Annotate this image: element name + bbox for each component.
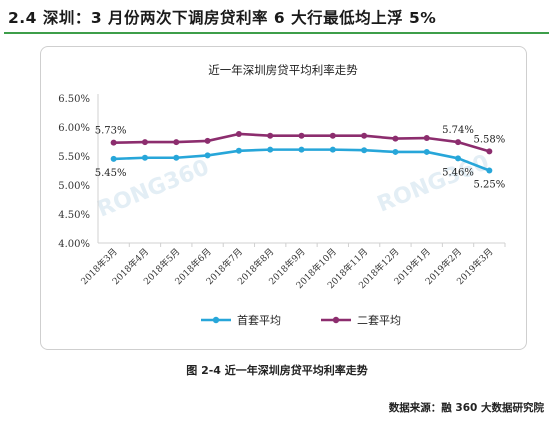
data-label: 5.45% [95,168,127,179]
data-point [235,147,242,154]
data-point [392,148,399,155]
legend-swatch-marker [332,316,340,324]
legend-label: 二套平均 [357,314,401,327]
series-2: 5.73% 5.74%5.58% [95,125,505,155]
chart-legend: 首套平均 二套平均 [201,313,401,327]
chart-plot-area: 5.45% 5.46% 5.25% 5.73% 5.74%5.58% [95,125,505,190]
data-point [204,137,211,144]
data-point [173,139,180,146]
data-point [141,139,148,146]
section-heading: 2.4 深圳：3 月份两次下调房贷利率 6 大行最低均上浮 5% [8,9,437,27]
data-point [110,139,117,146]
data-point [329,132,336,139]
y-tick-label: 5.50% [58,152,90,163]
data-point [173,154,180,161]
chart-title: 近一年深圳房贷平均利率走势 [208,63,358,77]
data-label: 5.25% [473,180,505,191]
data-label: 5.73% [95,126,127,137]
data-source-note: 数据来源：融 360 大数据研究院 [388,402,544,414]
data-point [486,167,493,174]
watermark-left: RONG360 [94,155,213,222]
data-point [141,154,148,161]
data-label: 5.74% [442,125,474,136]
y-tick-label: 4.00% [58,239,90,250]
data-point [298,132,305,139]
data-point [298,146,305,153]
data-point [486,148,493,155]
heading-divider [4,32,549,34]
series-line [113,148,490,172]
data-point [235,130,242,137]
data-point [361,147,368,154]
rate-trend-chart: RONG360 RONG360 近一年深圳房贷平均利率走势 4.00%4.50%… [58,63,506,327]
data-point [361,132,368,139]
y-tick-label: 6.50% [58,94,90,105]
data-point [204,152,211,159]
data-label: 5.46% [442,167,474,178]
data-point [329,146,336,153]
data-point [423,135,430,142]
legend-item-2: 二套平均 [321,314,401,327]
y-tick-label: 4.50% [58,210,90,221]
figure-caption: 图 2-4 近一年深圳房贷平均利率走势 [186,364,368,377]
data-point [392,135,399,142]
series-1: 5.45% 5.46% 5.25% [95,146,505,191]
y-tick-label: 6.00% [58,123,90,134]
chart-frame: RONG360 RONG360 近一年深圳房贷平均利率走势 4.00% 4.50%… [40,46,527,350]
data-point [267,132,274,139]
y-tick-label: 5.00% [58,181,90,192]
legend-item-1: 首套平均 [201,313,281,327]
legend-swatch-marker [212,316,220,324]
data-point [110,155,117,162]
data-point [455,155,462,162]
data-point [455,139,462,146]
data-label: 5.58% [473,134,505,145]
legend-label: 首套平均 [237,313,281,327]
data-point [423,148,430,155]
data-point [267,146,274,153]
